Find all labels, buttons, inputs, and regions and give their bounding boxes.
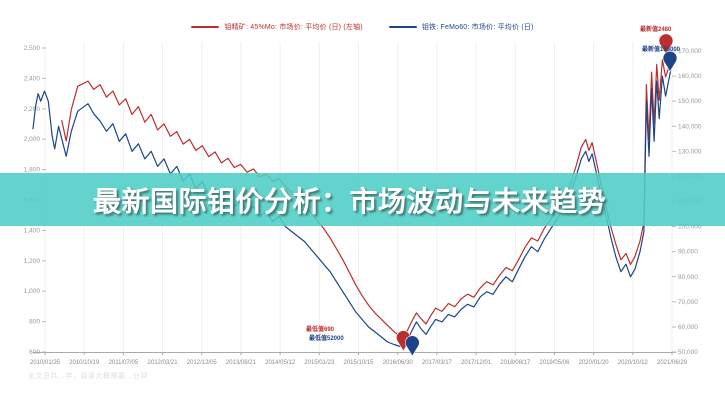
- x-axis-label: 2016/06/30: [383, 360, 414, 366]
- x-axis-label: 2011/07/05: [109, 360, 139, 366]
- y-axis-right-label: 170,000: [678, 48, 702, 55]
- x-axis-label: 2013/08/21: [226, 360, 257, 366]
- y-axis-right-label: 70,000: [678, 299, 698, 306]
- y-axis-left-label: 1,000: [24, 288, 41, 295]
- chart-legend: 钼精矿: 45%Mo: 市场价: 平均价 (日) (左轴) 钼铁: FeMo60…: [0, 22, 725, 32]
- y-axis-right-label: 80,000: [678, 274, 698, 281]
- y-axis-left-label: 2,000: [24, 136, 41, 143]
- pin-marker-latest_red-icon: [658, 33, 674, 55]
- y-axis-right-label: 50,000: [678, 349, 698, 356]
- x-axis-label: 2017/03/17: [422, 360, 453, 366]
- y-axis-right-label: 60,000: [678, 324, 698, 331]
- x-axis-label: 2012/12/05: [187, 360, 218, 366]
- x-axis-label: 2020/01/20: [579, 360, 610, 366]
- x-axis-label: 2010/01/25: [30, 360, 61, 366]
- pin-marker-latest_blue-icon: [662, 50, 678, 73]
- y-axis-right-label: 90,000: [678, 249, 698, 256]
- title-banner: 最新国际钼价分析：市场波动与未来趋势: [0, 173, 725, 226]
- red-line-swatch-icon: [191, 26, 220, 28]
- legend-item-blue: 钼铁: FeMo60: 市场价: 平均价 (日): [388, 22, 534, 32]
- y-axis-right-label: 130,000: [678, 148, 702, 155]
- pin-label-latest_red: 最新值2480: [640, 25, 672, 33]
- watermark-text: 全文总共…字，阅读大概需要…分钟: [28, 373, 148, 380]
- page-title: 最新国际钼价分析：市场波动与未来趋势: [93, 185, 607, 217]
- y-axis-right-label: 100,000: [678, 224, 702, 231]
- x-axis-label: 2018/08/17: [500, 360, 531, 366]
- y-axis-left-label: 600: [29, 349, 40, 356]
- y-axis-left-label: 1,400: [24, 227, 41, 234]
- x-axis-label: 2014/05/12: [265, 360, 296, 366]
- x-axis-label: 2010/10/19: [69, 360, 100, 366]
- x-axis-label: 2015/01/23: [304, 360, 335, 366]
- x-axis-label: 2012/03/21: [148, 360, 179, 366]
- y-axis-left-label: 1,200: [24, 258, 41, 265]
- blue-line-swatch-icon: [388, 26, 417, 28]
- pin-label-latest_blue: 最新值165000: [642, 45, 681, 53]
- legend-label-blue: 钼铁: FeMo60: 市场价: 平均价 (日): [421, 24, 534, 31]
- legend-label-red: 钼精矿: 45%Mo: 市场价: 平均价 (日) (左轴): [224, 24, 363, 31]
- y-axis-left-label: 1,800: [24, 167, 41, 174]
- x-axis-label: 2021/06/29: [657, 360, 688, 366]
- y-axis-right-label: 150,000: [678, 98, 702, 105]
- pin-label-lowest_red: 最低值690: [306, 325, 335, 333]
- x-axis-label: 2017/12/01: [461, 360, 492, 366]
- legend-item-red: 钼精矿: 45%Mo: 市场价: 平均价 (日) (左轴): [191, 22, 363, 32]
- x-axis-label: 2020/10/12: [618, 360, 649, 366]
- series-line-blue: [32, 62, 673, 348]
- y-axis-left-label: 2,400: [24, 75, 41, 82]
- pin-label-lowest_blue: 最低值52000: [309, 334, 344, 342]
- y-axis-right-label: 160,000: [678, 73, 702, 80]
- x-axis-label: 2015/10/15: [343, 360, 374, 366]
- x-axis-label: 2019/05/06: [539, 360, 570, 366]
- y-axis-left-label: 2,200: [24, 106, 41, 113]
- y-axis-left-label: 2,500: [24, 45, 41, 52]
- y-axis-left-label: 800: [29, 319, 40, 326]
- pin-marker-lowest_blue-icon: [405, 335, 420, 357]
- y-axis-right-label: 140,000: [678, 123, 702, 130]
